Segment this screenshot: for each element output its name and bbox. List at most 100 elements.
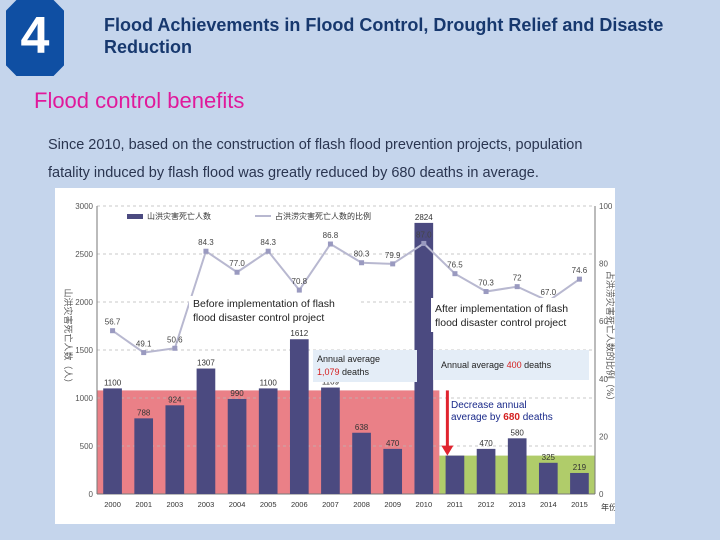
decrease-label-line2: average by 680 deaths bbox=[451, 412, 553, 423]
ratio-point bbox=[234, 269, 240, 275]
bar-2000 bbox=[103, 388, 122, 494]
page-title-line1: Flood Achievements in Flood Control, Dro… bbox=[104, 15, 664, 35]
ratio-point bbox=[390, 261, 396, 267]
bar-2008 bbox=[352, 432, 371, 494]
bar-2003 bbox=[196, 368, 216, 494]
right-tick-label: 20 bbox=[599, 432, 608, 441]
description-line2: fatality induced by flash flood was grea… bbox=[48, 165, 539, 181]
y-axis-left-title: 山洪灾害死亡人数（人） bbox=[62, 288, 74, 387]
ratio-value-label: 84.3 bbox=[198, 238, 214, 247]
ratio-value-label: 49.1 bbox=[136, 340, 152, 349]
x-tick-label: 2009 bbox=[384, 500, 401, 509]
x-tick-label: 2006 bbox=[291, 500, 308, 509]
ratio-point bbox=[452, 271, 458, 277]
ratio-value-label: 84.3 bbox=[260, 238, 276, 247]
ratio-point bbox=[359, 260, 365, 266]
left-tick-label: 3000 bbox=[75, 202, 93, 211]
ratio-point bbox=[327, 241, 333, 247]
left-tick-label: 2000 bbox=[75, 298, 93, 307]
right-tick-label: 80 bbox=[599, 260, 608, 269]
ratio-value-label: 70.3 bbox=[478, 279, 494, 288]
bar-value-label: 470 bbox=[386, 439, 400, 448]
y-axis-right-title: 占洪涝灾害死亡人数的比例（%） bbox=[604, 271, 615, 406]
badge-number: 4 bbox=[20, 7, 50, 65]
x-tick-label: 2014 bbox=[540, 500, 557, 509]
ratio-point bbox=[514, 284, 520, 290]
ratio-point bbox=[421, 240, 427, 246]
bar-value-label: 1100 bbox=[260, 378, 278, 387]
after-label-line1: After implementation of flash bbox=[435, 303, 568, 315]
decrease-number: 680 bbox=[503, 412, 520, 423]
before-average-suffix: deaths bbox=[340, 367, 370, 377]
bar-value-label: 1109 bbox=[322, 378, 340, 387]
bar-value-label: 1307 bbox=[197, 359, 215, 368]
left-tick-label: 2500 bbox=[75, 250, 93, 259]
before-label-line1: Before implementation of flash bbox=[193, 298, 335, 310]
ratio-value-label: 70.8 bbox=[292, 277, 308, 286]
x-tick-label: 2008 bbox=[353, 500, 370, 509]
bar-value-label: 1100 bbox=[104, 378, 122, 387]
bar-2009 bbox=[383, 448, 403, 494]
ratio-point bbox=[203, 248, 209, 254]
bar-value-label: 924 bbox=[168, 395, 182, 404]
bar-value-label: 990 bbox=[230, 389, 244, 398]
x-tick-label: 2007 bbox=[322, 500, 339, 509]
legend-bar-label: 山洪灾害死亡人数 bbox=[147, 211, 211, 221]
x-tick-label: 2001 bbox=[135, 500, 152, 509]
ratio-point bbox=[576, 276, 582, 282]
x-tick-label: 2010 bbox=[415, 500, 432, 509]
bar-value-label: 325 bbox=[542, 453, 556, 462]
legend-line-label: 占洪涝灾害死亡人数的比例 bbox=[275, 211, 371, 221]
bar-2005 bbox=[258, 388, 278, 494]
page-title: Flood Achievements in Flood Control, Dro… bbox=[104, 14, 720, 58]
left-tick-label: 1000 bbox=[75, 394, 93, 403]
before-average-number: 1,079 bbox=[317, 367, 340, 377]
before-average-value: 1,079 deaths bbox=[317, 367, 370, 377]
bar-value-label: 2824 bbox=[415, 213, 433, 222]
x-tick-label: 2003 bbox=[198, 500, 215, 509]
right-tick-label: 60 bbox=[599, 317, 608, 326]
bar-2012 bbox=[476, 448, 496, 494]
x-tick-label: 2003 bbox=[166, 500, 183, 509]
ratio-point bbox=[265, 248, 271, 254]
bar-2001 bbox=[134, 418, 154, 494]
chart-svg: 0 500 1000 1500 2000 2500 3000 0 20 40 60 80 100 山洪灾害… bbox=[62, 202, 615, 512]
right-tick-label: 0 bbox=[599, 490, 604, 499]
right-tick-label: 100 bbox=[599, 202, 613, 211]
ratio-value-label: 80.3 bbox=[354, 250, 370, 259]
after-average-label: Annual average 400 deaths bbox=[441, 360, 552, 370]
ratio-value-label: 86.8 bbox=[323, 231, 339, 240]
ratio-value-label: 87.0 bbox=[416, 230, 432, 239]
description: Since 2010, based on the construction of… bbox=[48, 131, 688, 187]
ratio-value-label: 67.0 bbox=[541, 288, 557, 297]
x-tick-label: 2015 bbox=[571, 500, 588, 509]
bar-2014 bbox=[538, 462, 558, 494]
left-tick-label: 500 bbox=[80, 442, 94, 451]
ratio-point bbox=[296, 287, 302, 293]
bar-value-label: 788 bbox=[137, 408, 151, 417]
right-tick-label: 40 bbox=[599, 375, 608, 384]
ratio-value-label: 77.0 bbox=[229, 259, 245, 268]
legend-bar-swatch bbox=[127, 214, 143, 219]
x-axis-unit: 年份 bbox=[601, 502, 615, 512]
after-label-line2: flood disaster control project bbox=[435, 317, 566, 329]
bar-2006 bbox=[289, 339, 309, 494]
bar-2010 bbox=[414, 222, 434, 494]
bar-value-label: 470 bbox=[479, 439, 493, 448]
ratio-value-label: 72 bbox=[513, 274, 522, 283]
bar-2011 bbox=[445, 455, 465, 494]
bar-value-label: 1612 bbox=[290, 329, 308, 338]
ratio-point bbox=[483, 289, 489, 295]
bar-value-label: 219 bbox=[573, 463, 587, 472]
ratio-point bbox=[141, 350, 147, 356]
decrease-prefix: average by bbox=[451, 412, 503, 423]
bar-2003 bbox=[165, 405, 185, 494]
bar-value-label: 580 bbox=[511, 428, 525, 437]
x-tick-label: 2011 bbox=[447, 500, 463, 509]
before-average-label: Annual average bbox=[317, 354, 380, 364]
x-tick-label: 2012 bbox=[478, 500, 495, 509]
x-tick-label: 2005 bbox=[260, 500, 277, 509]
after-average-prefix: Annual average bbox=[441, 360, 507, 370]
bar-2015 bbox=[570, 472, 589, 494]
after-average-box bbox=[433, 350, 589, 380]
